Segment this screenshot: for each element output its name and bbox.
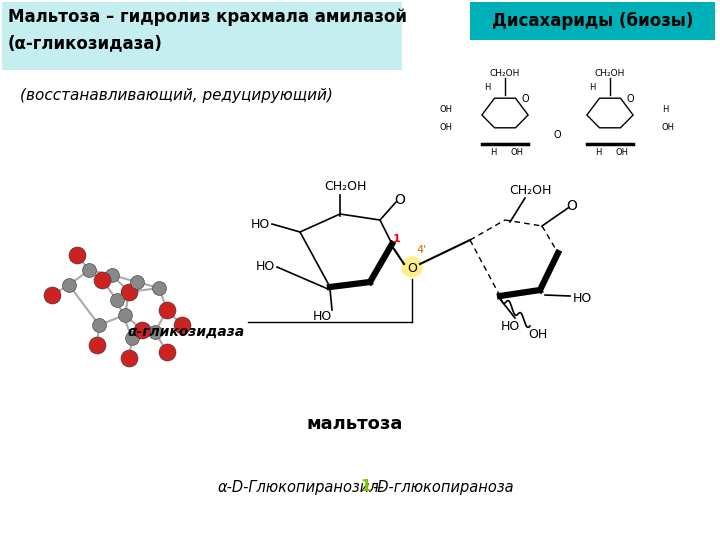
Point xyxy=(96,276,108,285)
Text: OH: OH xyxy=(662,123,675,132)
Text: OH: OH xyxy=(510,148,523,157)
Text: O: O xyxy=(626,94,634,104)
Text: 1: 1 xyxy=(360,479,371,494)
Point xyxy=(91,341,103,349)
Point xyxy=(107,271,118,279)
Point xyxy=(131,278,143,286)
Text: O: O xyxy=(395,193,405,207)
Text: мальтоза: мальтоза xyxy=(307,415,403,433)
Text: CH₂OH: CH₂OH xyxy=(490,69,520,78)
Point xyxy=(123,288,135,296)
Circle shape xyxy=(402,257,422,277)
Point xyxy=(161,348,173,356)
Text: H: H xyxy=(595,148,601,157)
Text: O: O xyxy=(554,130,562,140)
Text: O: O xyxy=(521,94,528,104)
Text: CH₂OH: CH₂OH xyxy=(324,180,366,193)
Text: OH: OH xyxy=(440,123,453,132)
Point xyxy=(136,326,148,334)
Point xyxy=(71,251,83,259)
Point xyxy=(149,328,161,336)
Text: O: O xyxy=(407,262,417,275)
Text: (восстанавливающий, редуцирующий): (восстанавливающий, редуцирующий) xyxy=(20,88,333,103)
Text: OH: OH xyxy=(528,327,548,341)
Point xyxy=(123,354,135,362)
Point xyxy=(126,334,138,342)
Text: OH: OH xyxy=(440,105,453,114)
Text: CH₂OH: CH₂OH xyxy=(509,184,552,197)
Text: H: H xyxy=(662,105,668,114)
Text: OH: OH xyxy=(616,148,629,157)
Text: HO: HO xyxy=(256,260,274,273)
Point xyxy=(63,281,75,289)
Point xyxy=(94,321,105,329)
Text: H: H xyxy=(490,148,496,157)
Text: HO: HO xyxy=(572,292,592,305)
FancyBboxPatch shape xyxy=(470,2,715,40)
Text: HO: HO xyxy=(251,218,269,231)
Text: H: H xyxy=(589,83,595,92)
Point xyxy=(111,296,122,305)
Text: 1: 1 xyxy=(393,234,401,244)
Point xyxy=(120,310,131,319)
Text: HO: HO xyxy=(500,320,520,333)
Text: Дисахариды (биозы): Дисахариды (биозы) xyxy=(492,12,693,30)
Point xyxy=(176,321,188,329)
Point xyxy=(161,306,173,314)
Text: Мальтоза – гидролиз крахмала амилазой
(α-гликозидаза): Мальтоза – гидролиз крахмала амилазой (α… xyxy=(8,8,407,52)
Text: -D-глюкопираноза: -D-глюкопираноза xyxy=(372,480,513,495)
Text: α-гликозидаза: α-гликозидаза xyxy=(127,325,245,339)
Point xyxy=(46,291,58,299)
Point xyxy=(84,266,95,274)
Text: α-D-Глюкопиранозил-: α-D-Глюкопиранозил- xyxy=(218,480,385,495)
Text: O: O xyxy=(567,199,577,213)
Text: 4': 4' xyxy=(417,245,427,255)
Text: HO: HO xyxy=(312,310,332,323)
Point xyxy=(153,284,165,292)
FancyBboxPatch shape xyxy=(2,2,402,70)
Text: CH₂OH: CH₂OH xyxy=(595,69,625,78)
Text: H: H xyxy=(484,83,490,92)
